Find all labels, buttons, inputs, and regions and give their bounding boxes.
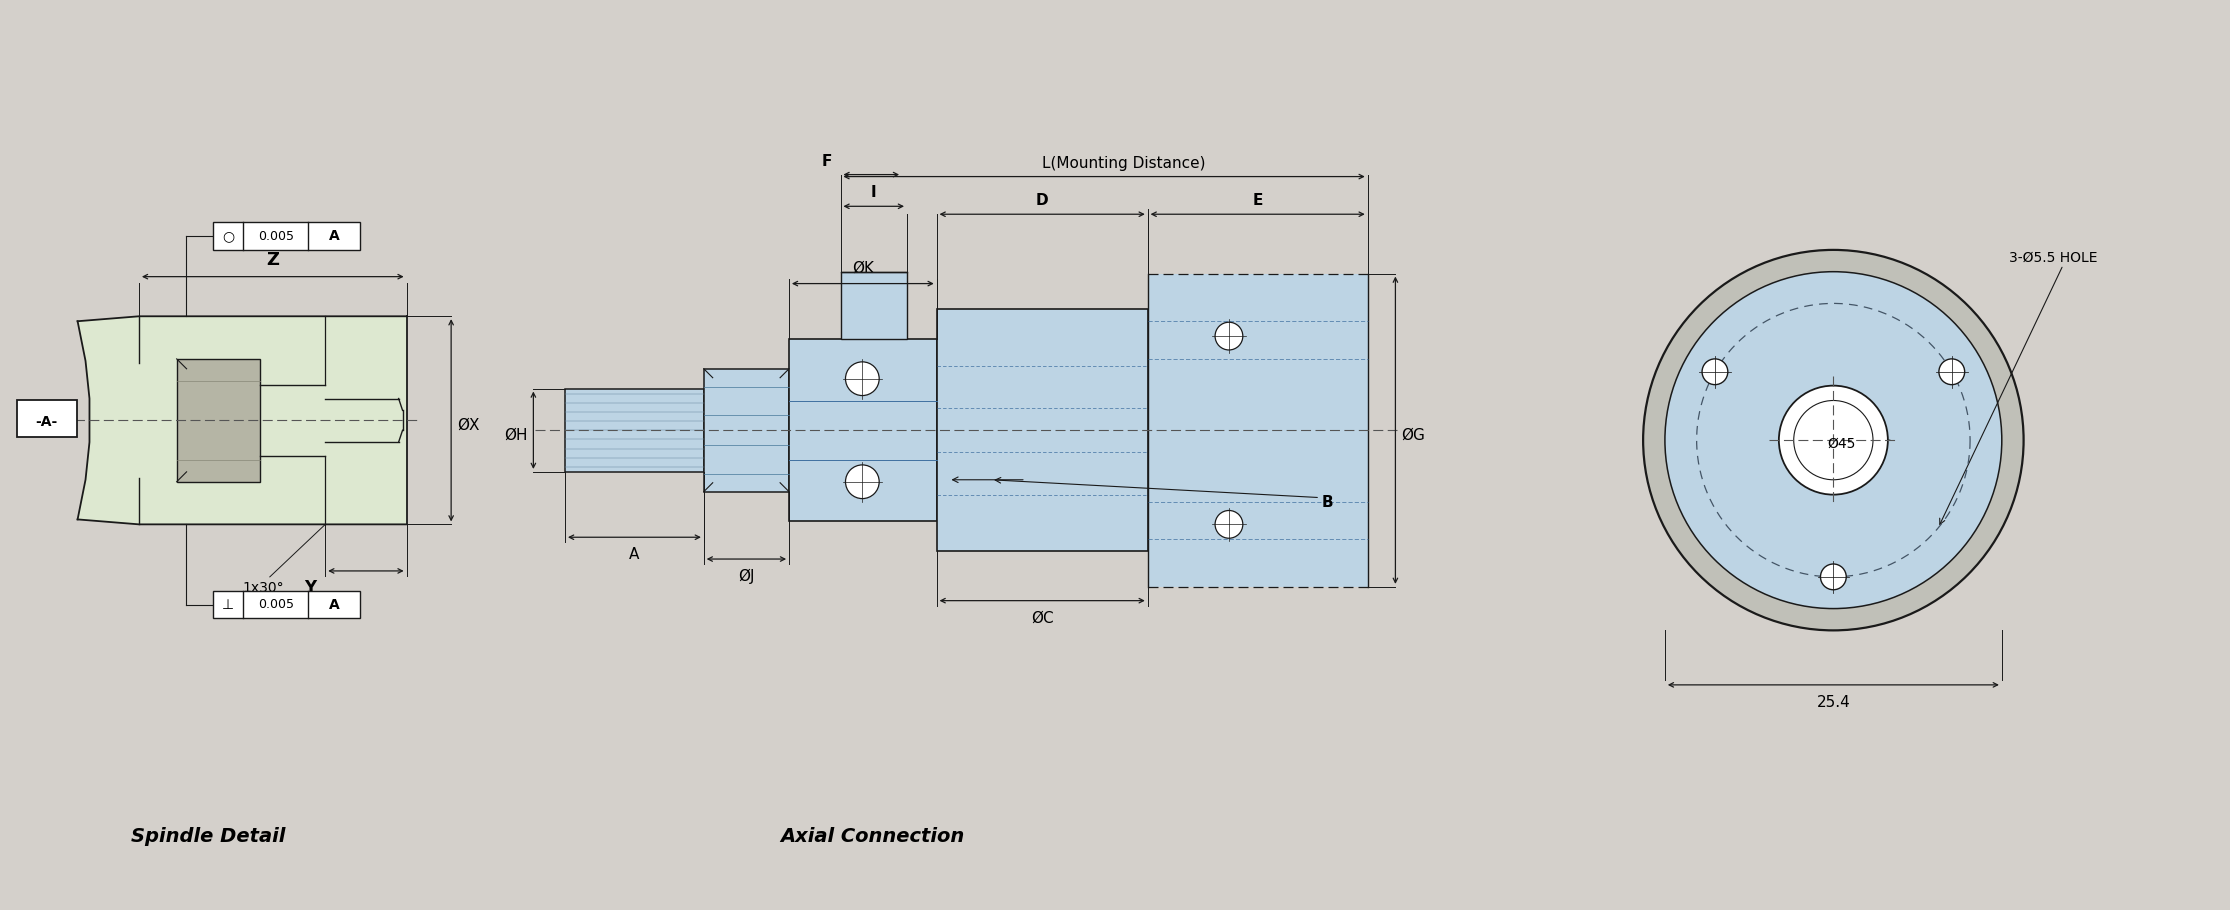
Circle shape (1820, 564, 1846, 590)
Text: E: E (1253, 193, 1262, 208)
Text: A: A (328, 229, 339, 243)
Text: ØJ: ØJ (738, 569, 754, 584)
Text: ØK: ØK (852, 260, 874, 276)
Circle shape (1666, 272, 2003, 609)
FancyBboxPatch shape (214, 222, 359, 250)
Text: Spindle Detail: Spindle Detail (132, 827, 285, 846)
Circle shape (1644, 250, 2023, 631)
Text: Z: Z (265, 251, 279, 268)
Circle shape (845, 465, 879, 499)
Text: Axial Connection: Axial Connection (780, 827, 963, 846)
Circle shape (1793, 400, 1873, 480)
FancyBboxPatch shape (18, 399, 76, 437)
Text: Y: Y (303, 579, 317, 597)
Circle shape (1215, 322, 1242, 350)
Polygon shape (1148, 274, 1367, 587)
Text: ØC: ØC (1030, 611, 1053, 625)
FancyBboxPatch shape (214, 591, 359, 619)
Polygon shape (564, 389, 705, 472)
Text: F: F (821, 154, 832, 168)
Polygon shape (176, 359, 261, 481)
Text: ØH: ØH (504, 428, 529, 442)
Polygon shape (789, 339, 937, 521)
Text: -A-: -A- (36, 415, 58, 430)
Circle shape (1215, 511, 1242, 538)
Text: A: A (629, 547, 640, 562)
Text: L(Mounting Distance): L(Mounting Distance) (1041, 156, 1206, 171)
Text: Ø45: Ø45 (1826, 437, 1855, 451)
Text: 25.4: 25.4 (1817, 694, 1851, 710)
Text: ⊥: ⊥ (223, 598, 234, 612)
Text: ØX: ØX (457, 418, 479, 433)
Polygon shape (841, 272, 908, 339)
Polygon shape (937, 309, 1148, 551)
Text: 1x30°: 1x30° (243, 581, 283, 595)
Text: 0.005: 0.005 (259, 229, 294, 243)
Polygon shape (138, 317, 406, 524)
Circle shape (845, 362, 879, 396)
Polygon shape (47, 411, 62, 430)
Polygon shape (705, 369, 789, 491)
Text: 3-Ø5.5 HOLE: 3-Ø5.5 HOLE (2009, 251, 2096, 265)
Circle shape (1701, 359, 1728, 385)
Text: ○: ○ (223, 229, 234, 243)
Text: 0.005: 0.005 (259, 598, 294, 612)
Text: B: B (1322, 495, 1334, 511)
Circle shape (1938, 359, 1965, 385)
Polygon shape (78, 317, 138, 524)
Text: I: I (872, 186, 876, 200)
Text: A: A (328, 598, 339, 612)
Text: D: D (1037, 193, 1048, 208)
Circle shape (1780, 386, 1889, 495)
Text: ØG: ØG (1400, 428, 1425, 442)
